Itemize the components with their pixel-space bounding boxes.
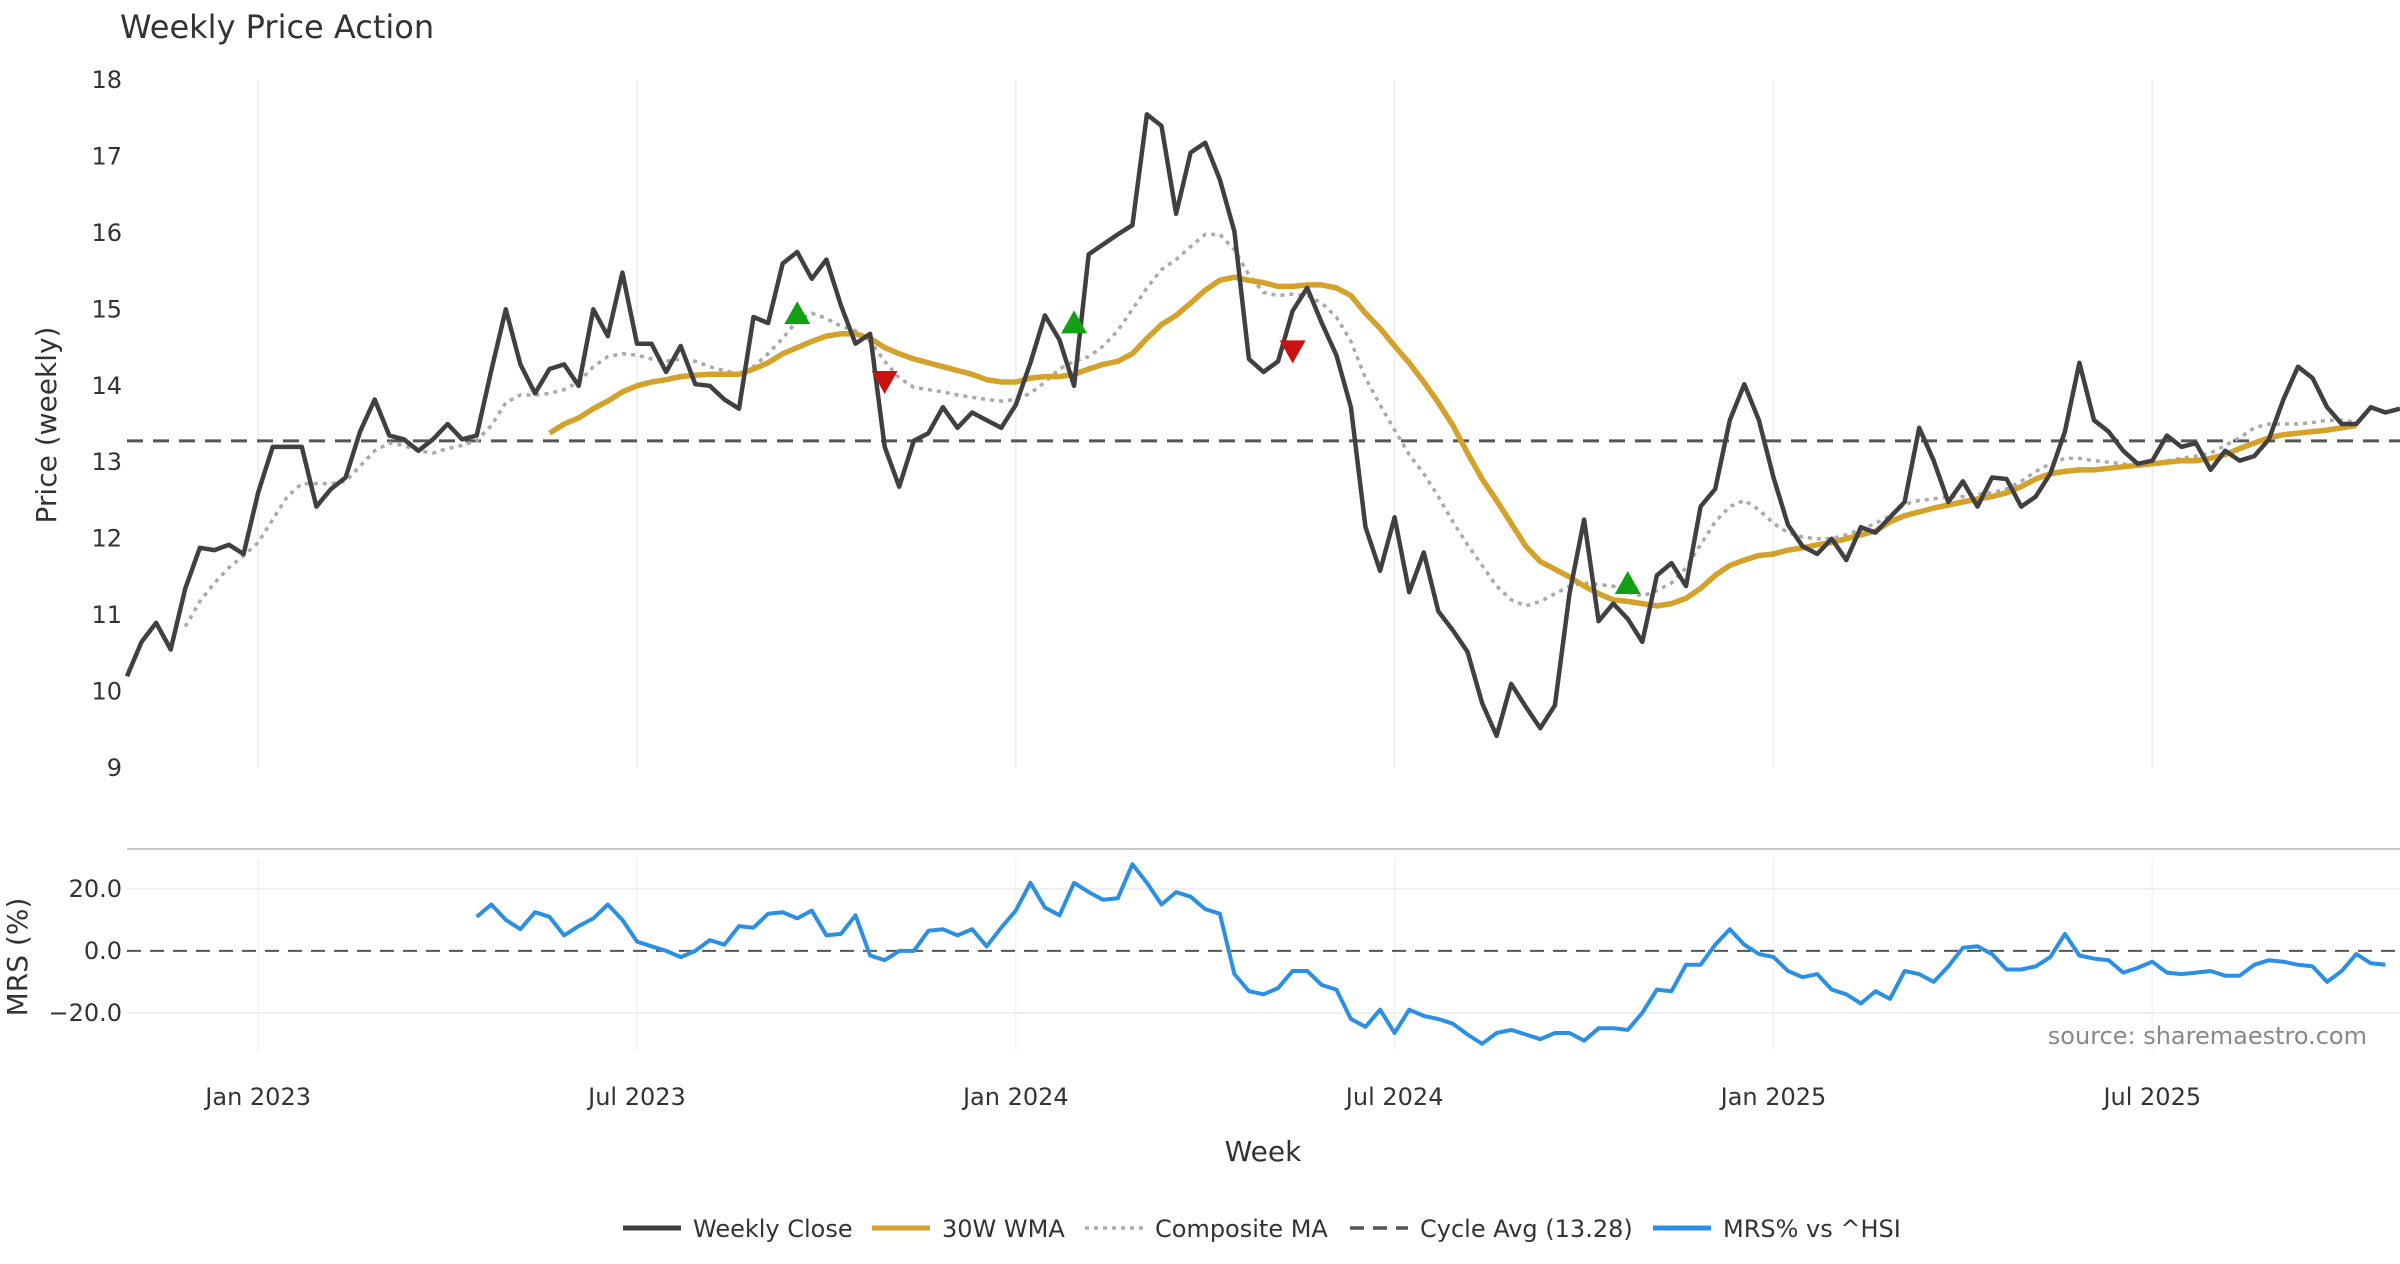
price-grid: [257, 80, 2154, 768]
x-tick-label: Jan 2024: [961, 1083, 1069, 1111]
sell-signal-marker: [871, 370, 898, 394]
price-y-tick-label: 18: [91, 66, 122, 94]
x-axis-ticks: Jan 2023 Jul 2023 Jan 2024 Jul 2024 Jan 2025…: [203, 1083, 2201, 1111]
price-y-axis-label: Price (weekly): [30, 327, 63, 524]
price-y-tick-label: 12: [91, 525, 122, 553]
legend-label: 30W WMA: [942, 1215, 1065, 1243]
legend-label: Cycle Avg (13.28): [1420, 1215, 1633, 1243]
x-tick-label: Jul 2025: [2101, 1083, 2201, 1111]
mrs-line: [475, 862, 2386, 1046]
price-y-tick-label: 10: [91, 678, 122, 706]
signal-markers: [784, 301, 1641, 595]
mrs-y-tick-label: 0.0: [84, 937, 122, 965]
buy-signal-marker: [784, 301, 811, 325]
x-tick-label: Jan 2025: [1719, 1083, 1827, 1111]
composite-ma-line: [183, 232, 2357, 628]
x-tick-label: Jul 2023: [586, 1083, 686, 1111]
sell-signal-marker: [1279, 340, 1306, 364]
mrs-y-tick-label: 20.0: [69, 875, 122, 903]
mrs-y-tick-label: −20.0: [48, 999, 122, 1027]
weekly-close-line: [124, 112, 2400, 739]
price-panel: 9 10 11 12 13 14 15 16 17 18 Price (weekly): [30, 66, 2400, 782]
price-y-tick-label: 11: [91, 601, 122, 629]
buy-signal-marker: [1061, 310, 1088, 334]
legend-label: Composite MA: [1155, 1215, 1328, 1243]
mrs-panel: 20.0 0.0 −20.0 MRS (%) source: sharemaestr…: [1, 858, 2400, 1050]
x-tick-label: Jul 2024: [1344, 1083, 1444, 1111]
legend-label: Weekly Close: [693, 1215, 853, 1243]
legend: Weekly Close 30W WMA Composite MA Cycle Avg…: [623, 1215, 1901, 1243]
price-y-ticks: 9 10 11 12 13 14 15 16 17 18: [91, 66, 122, 782]
price-y-tick-label: 9: [107, 754, 122, 782]
mrs-y-axis-label: MRS (%): [1, 898, 34, 1017]
price-y-tick-label: 16: [91, 219, 122, 247]
mrs-grid: [127, 858, 2400, 1050]
chart-title: Weekly Price Action: [120, 8, 434, 46]
mrs-y-ticks: 20.0 0.0 −20.0: [48, 875, 122, 1027]
x-tick-label: Jan 2023: [203, 1083, 311, 1111]
price-y-tick-label: 14: [91, 372, 122, 400]
price-y-tick-label: 17: [91, 142, 122, 170]
legend-label: MRS% vs ^HSI: [1723, 1215, 1901, 1243]
price-y-tick-label: 13: [91, 448, 122, 476]
price-y-tick-label: 15: [91, 295, 122, 323]
x-axis-label: Week: [1225, 1135, 1302, 1168]
source-label: source: sharemaestro.com: [2048, 1022, 2367, 1050]
buy-signal-marker: [1614, 571, 1641, 595]
